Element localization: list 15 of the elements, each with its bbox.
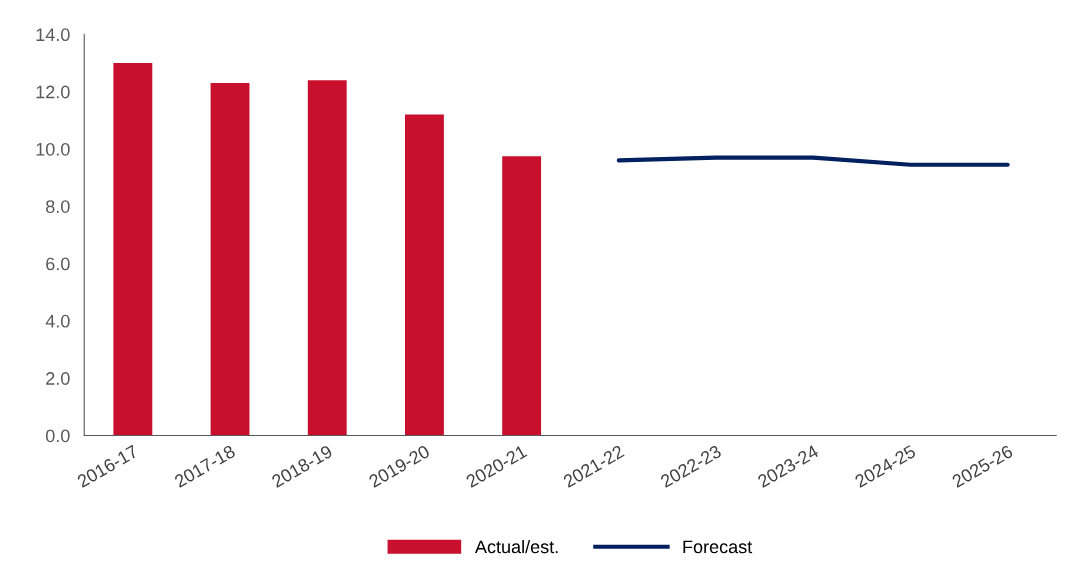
y-tick-label: 10.0 [36, 142, 70, 156]
y-tick-label: 14.0 [36, 28, 70, 42]
legend-label: Forecast [683, 540, 753, 554]
y-tick-label: 4.0 [45, 314, 70, 328]
bar [210, 83, 250, 436]
y-tick-label: 6.0 [46, 257, 70, 271]
y-tick-label: 0.0 [45, 429, 70, 443]
bar [405, 114, 444, 436]
bar [113, 63, 153, 436]
bar [502, 156, 542, 436]
y-tick-label: 8.0 [46, 200, 70, 213]
y-tick-label: 2.0 [46, 372, 70, 385]
y-tick-label: 12.0 [36, 85, 70, 99]
bar [307, 80, 347, 436]
legend-label: Actual/est. [474, 539, 558, 554]
